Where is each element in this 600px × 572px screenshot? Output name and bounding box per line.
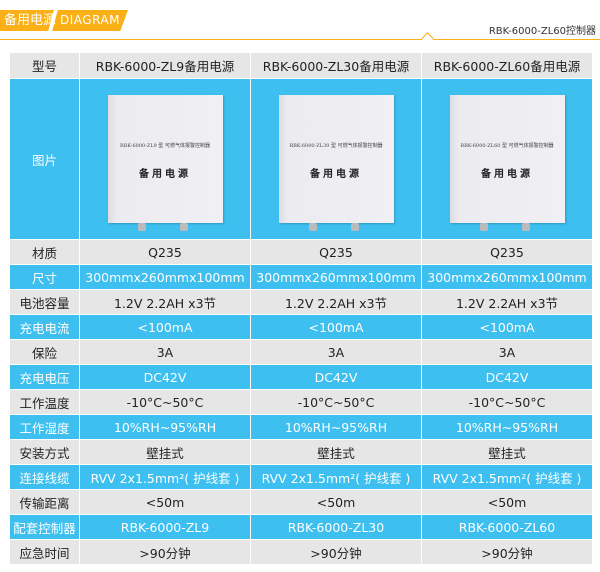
row-label: 应急时间 (9, 539, 80, 565)
spec-value: -10°C~50°C (421, 389, 593, 415)
spec-value: 10%RH~95%RH (79, 414, 251, 440)
spec-value: 3A (79, 339, 251, 365)
spec-value: <100mA (79, 314, 251, 340)
connector-icon (479, 223, 488, 231)
product-plate: RBK-6000-ZL9 型 可燃气体报警控制器 (119, 143, 211, 149)
table-row: 传输距离 <50m <50m <50m (9, 489, 593, 515)
section-subtitle: DIAGRAM (60, 13, 120, 27)
spec-table: 型号 RBK-6000-ZL9备用电源 RBK-6000-ZL30备用电源 RB… (9, 52, 593, 565)
connector-icon (137, 223, 146, 231)
row-label: 图片 (9, 78, 80, 240)
header-cell: 型号 (9, 52, 80, 79)
header-cell: RBK-6000-ZL9备用电源 (79, 52, 251, 79)
row-label: 工作湿度 (9, 414, 80, 440)
header-cell: RBK-6000-ZL60备用电源 (421, 52, 593, 79)
table-row: 工作湿度 10%RH~95%RH 10%RH~95%RH 10%RH~95%RH (9, 414, 593, 440)
table-row: 工作温度 -10°C~50°C -10°C~50°C -10°C~50°C (9, 389, 593, 415)
spec-value: DC42V (79, 364, 251, 390)
section-title: 备用电源 (4, 13, 57, 28)
spec-value: Q235 (250, 239, 422, 265)
spec-value: RVV 2x1.5mm²( 护线套 ) (250, 464, 422, 490)
product-name: 备用电源 (310, 169, 362, 180)
table-row: 连接线缆 RVV 2x1.5mm²( 护线套 ) RVV 2x1.5mm²( 护线套… (9, 464, 593, 490)
section-tag: 备用电源 DIAGRAM (0, 10, 128, 31)
connector-icon (350, 223, 359, 231)
table-row: 应急时间 >90分钟 >90分钟 >90分钟 (9, 539, 593, 565)
spec-value: 1.2V 2.2AH x3节 (421, 289, 593, 315)
spec-value: 3A (421, 339, 593, 365)
row-label: 材质 (9, 239, 80, 265)
spec-value: <100mA (250, 314, 422, 340)
table-row: 电池容量 1.2V 2.2AH x3节 1.2V 2.2AH x3节 1.2V 2.2… (9, 289, 593, 315)
product-image-cell: RBK-6000-ZL9 型 可燃气体报警控制器备用电源 (79, 78, 251, 240)
image-row: 图片 RBK-6000-ZL9 型 可燃气体报警控制器备用电源 RBK-6000… (9, 78, 593, 240)
spec-value: 10%RH~95%RH (250, 414, 422, 440)
spec-value: 1.2V 2.2AH x3节 (79, 289, 251, 315)
spec-value: >90分钟 (250, 539, 422, 565)
spec-value: RBK-6000-ZL9 (79, 514, 251, 540)
product-image: RBK-6000-ZL60 型 可燃气体报警控制器备用电源 (449, 95, 565, 231)
product-plate: RBK-6000-ZL30 型 可燃气体报警控制器 (289, 143, 383, 149)
row-label: 保险 (9, 339, 80, 365)
spec-value: 壁挂式 (421, 439, 593, 465)
spec-value: >90分钟 (421, 539, 593, 565)
spec-value: RVV 2x1.5mm²( 护线套 ) (79, 464, 251, 490)
table-row: 充电电流 <100mA <100mA <100mA (9, 314, 593, 340)
product-image: RBK-6000-ZL30 型 可燃气体报警控制器备用电源 (278, 95, 394, 231)
row-label: 传输距离 (9, 489, 80, 515)
table-header-row: 型号 RBK-6000-ZL9备用电源 RBK-6000-ZL30备用电源 RB… (9, 52, 593, 79)
spec-value: 壁挂式 (79, 439, 251, 465)
row-label: 尺寸 (9, 264, 80, 290)
row-label: 充电电流 (9, 314, 80, 340)
spec-value: Q235 (79, 239, 251, 265)
product-image-cell: RBK-6000-ZL60 型 可燃气体报警控制器备用电源 (421, 78, 593, 240)
row-label: 配套控制器 (9, 514, 80, 540)
spec-value: RVV 2x1.5mm²( 护线套 ) (421, 464, 593, 490)
product-plate: RBK-6000-ZL60 型 可燃气体报警控制器 (460, 143, 554, 149)
row-label: 安装方式 (9, 439, 80, 465)
table-row: 充电电压 DC42V DC42V DC42V (9, 364, 593, 390)
row-label: 充电电压 (9, 364, 80, 390)
table-row: 尺寸 300mmx260mmx100mm 300mmx260mmx100mm 300m… (9, 264, 593, 290)
spec-value: 3A (250, 339, 422, 365)
spec-value: 10%RH~95%RH (421, 414, 593, 440)
section-header: 备用电源 DIAGRAM RBK-6000-ZL60控制器 (0, 10, 600, 45)
row-label: 工作温度 (9, 389, 80, 415)
spec-value: <50m (421, 489, 593, 515)
spec-value: >90分钟 (79, 539, 251, 565)
product-image: RBK-6000-ZL9 型 可燃气体报警控制器备用电源 (107, 95, 223, 231)
product-name: 备用电源 (481, 169, 533, 180)
connector-icon (179, 223, 188, 231)
spec-value: 1.2V 2.2AH x3节 (250, 289, 422, 315)
product-name: 备用电源 (139, 169, 191, 180)
row-label: 连接线缆 (9, 464, 80, 490)
spec-value: DC42V (421, 364, 593, 390)
table-row: 安装方式 壁挂式 壁挂式 壁挂式 (9, 439, 593, 465)
table-row: 配套控制器 RBK-6000-ZL9 RBK-6000-ZL30 RBK-6000-Z… (9, 514, 593, 540)
connector-icon (308, 223, 317, 231)
spec-value: RBK-6000-ZL60 (421, 514, 593, 540)
row-label: 电池容量 (9, 289, 80, 315)
spec-value: <100mA (421, 314, 593, 340)
header-underline (0, 39, 600, 40)
spec-value: 300mmx260mmx100mm (421, 264, 593, 290)
connector-icon (521, 223, 530, 231)
table-row: 材质 Q235 Q235 Q235 (9, 239, 593, 265)
product-image-cell: RBK-6000-ZL30 型 可燃气体报警控制器备用电源 (250, 78, 422, 240)
spec-value: Q235 (421, 239, 593, 265)
spec-value: <50m (250, 489, 422, 515)
table-row: 保险 3A 3A 3A (9, 339, 593, 365)
spec-value: DC42V (250, 364, 422, 390)
spec-value: 壁挂式 (250, 439, 422, 465)
spec-value: 300mmx260mmx100mm (79, 264, 251, 290)
spec-value: 300mmx260mmx100mm (250, 264, 422, 290)
spec-value: RBK-6000-ZL30 (250, 514, 422, 540)
spec-value: -10°C~50°C (79, 389, 251, 415)
header-right-label: RBK-6000-ZL60控制器 (488, 26, 596, 37)
spec-value: -10°C~50°C (250, 389, 422, 415)
caret-icon (421, 32, 434, 45)
header-cell: RBK-6000-ZL30备用电源 (250, 52, 422, 79)
spec-value: <50m (79, 489, 251, 515)
